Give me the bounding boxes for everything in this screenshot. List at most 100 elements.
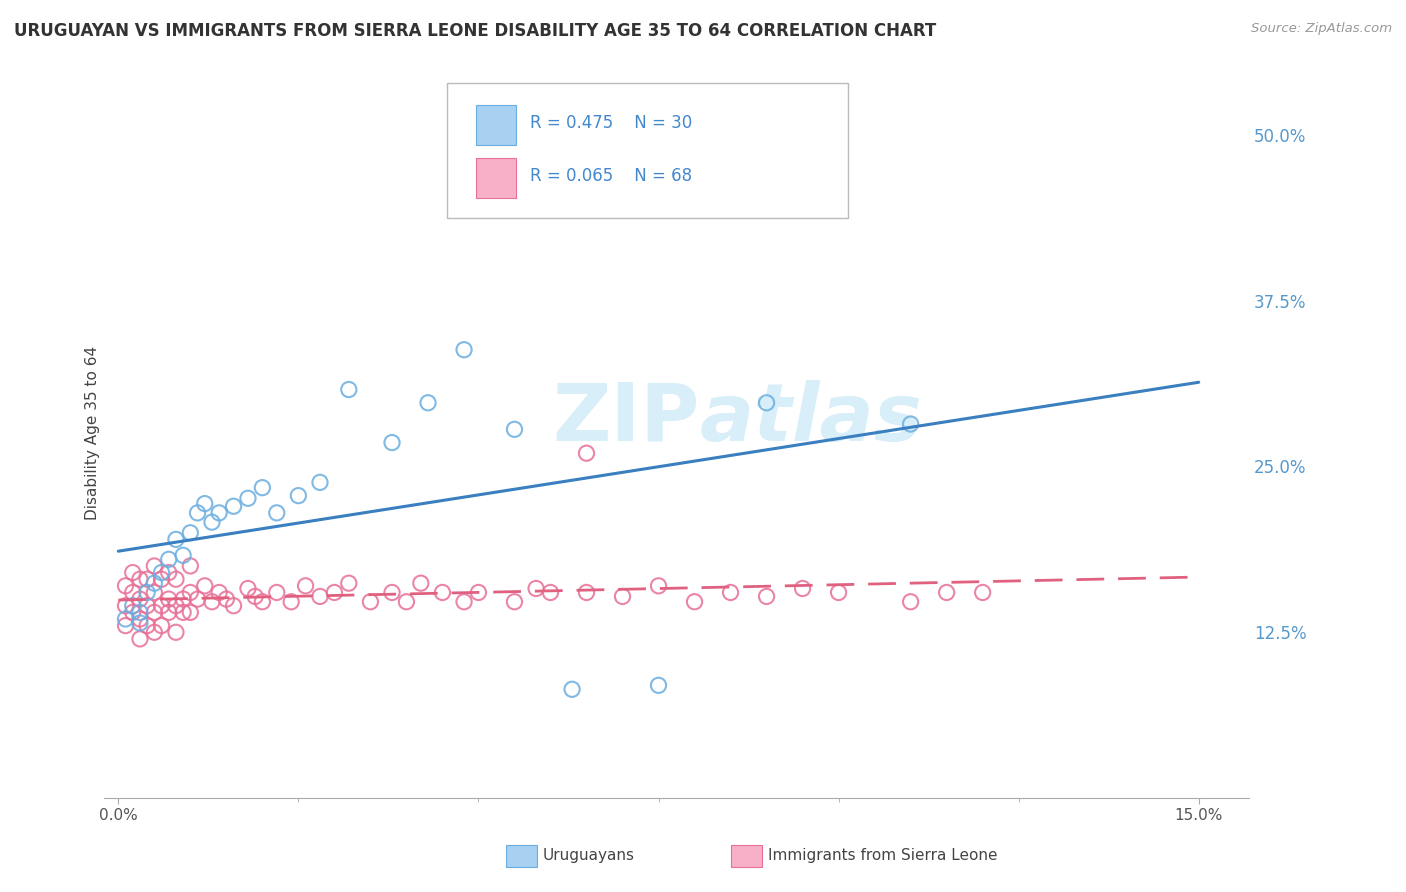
Point bbox=[121, 566, 143, 580]
Point bbox=[337, 383, 360, 397]
Point bbox=[453, 595, 475, 609]
FancyBboxPatch shape bbox=[477, 158, 516, 198]
Point bbox=[143, 576, 166, 591]
Point bbox=[236, 582, 259, 596]
Point bbox=[323, 585, 346, 599]
Point bbox=[129, 615, 152, 630]
Text: R = 0.475    N = 30: R = 0.475 N = 30 bbox=[530, 114, 692, 132]
Point bbox=[222, 500, 245, 514]
Point bbox=[129, 592, 152, 607]
Point bbox=[157, 606, 180, 620]
Point bbox=[243, 590, 266, 604]
FancyBboxPatch shape bbox=[477, 105, 516, 145]
Point bbox=[935, 585, 957, 599]
Point bbox=[755, 396, 778, 410]
Point bbox=[143, 558, 166, 573]
Point bbox=[136, 599, 159, 613]
Point bbox=[157, 592, 180, 607]
Point bbox=[165, 572, 187, 586]
Point bbox=[165, 625, 187, 640]
Point bbox=[309, 590, 332, 604]
Text: URUGUAYAN VS IMMIGRANTS FROM SIERRA LEONE DISABILITY AGE 35 TO 64 CORRELATION CH: URUGUAYAN VS IMMIGRANTS FROM SIERRA LEON… bbox=[14, 22, 936, 40]
Point bbox=[136, 618, 159, 632]
Text: atlas: atlas bbox=[699, 380, 922, 458]
Point bbox=[143, 625, 166, 640]
Point bbox=[157, 552, 180, 566]
Point bbox=[683, 595, 706, 609]
Point bbox=[575, 446, 598, 460]
Point bbox=[114, 599, 136, 613]
Point bbox=[150, 572, 173, 586]
Point bbox=[647, 678, 669, 692]
Point bbox=[467, 585, 489, 599]
Point bbox=[129, 632, 152, 646]
Point bbox=[179, 606, 201, 620]
Point bbox=[720, 585, 742, 599]
Point bbox=[524, 582, 547, 596]
Point bbox=[208, 585, 231, 599]
Y-axis label: Disability Age 35 to 64: Disability Age 35 to 64 bbox=[86, 346, 100, 520]
Point bbox=[201, 595, 224, 609]
Point bbox=[187, 506, 209, 520]
Point bbox=[309, 475, 332, 490]
Point bbox=[121, 606, 143, 620]
Point bbox=[359, 595, 381, 609]
Point bbox=[503, 422, 526, 436]
Point bbox=[827, 585, 849, 599]
Point bbox=[280, 595, 302, 609]
Text: Source: ZipAtlas.com: Source: ZipAtlas.com bbox=[1251, 22, 1392, 36]
Point bbox=[121, 585, 143, 599]
Point bbox=[165, 599, 187, 613]
Point bbox=[129, 572, 152, 586]
Point bbox=[792, 582, 814, 596]
Point bbox=[121, 599, 143, 613]
Point bbox=[165, 533, 187, 547]
Point bbox=[179, 585, 201, 599]
Text: Immigrants from Sierra Leone: Immigrants from Sierra Leone bbox=[768, 848, 997, 863]
Point bbox=[187, 592, 209, 607]
Point bbox=[409, 576, 432, 591]
Point bbox=[194, 497, 217, 511]
Point bbox=[172, 549, 194, 563]
Point bbox=[179, 525, 201, 540]
Point bbox=[561, 682, 583, 697]
Point bbox=[647, 579, 669, 593]
Point bbox=[136, 572, 159, 586]
Point bbox=[381, 585, 404, 599]
Point bbox=[172, 606, 194, 620]
Point bbox=[612, 590, 634, 604]
Point bbox=[114, 618, 136, 632]
Point bbox=[215, 592, 238, 607]
FancyBboxPatch shape bbox=[447, 83, 848, 218]
Text: ZIP: ZIP bbox=[553, 380, 699, 458]
Point bbox=[287, 489, 309, 503]
Point bbox=[381, 435, 404, 450]
Point bbox=[266, 506, 288, 520]
Point bbox=[172, 592, 194, 607]
Point bbox=[432, 585, 454, 599]
Text: R = 0.065    N = 68: R = 0.065 N = 68 bbox=[530, 168, 692, 186]
Point bbox=[150, 566, 173, 580]
Point bbox=[194, 579, 217, 593]
Point bbox=[208, 506, 231, 520]
Point bbox=[453, 343, 475, 357]
Point bbox=[900, 595, 922, 609]
Point bbox=[143, 585, 166, 599]
Point bbox=[755, 590, 778, 604]
Point bbox=[266, 585, 288, 599]
Point bbox=[150, 599, 173, 613]
Point bbox=[114, 612, 136, 626]
Point bbox=[222, 599, 245, 613]
Point bbox=[201, 515, 224, 529]
Point bbox=[337, 576, 360, 591]
Point bbox=[252, 481, 274, 495]
Point bbox=[416, 396, 439, 410]
Point bbox=[540, 585, 562, 599]
Point bbox=[236, 491, 259, 506]
Point bbox=[129, 606, 152, 620]
Point bbox=[129, 612, 152, 626]
Point bbox=[395, 595, 418, 609]
Point bbox=[900, 417, 922, 431]
Point bbox=[136, 585, 159, 599]
Point bbox=[575, 585, 598, 599]
